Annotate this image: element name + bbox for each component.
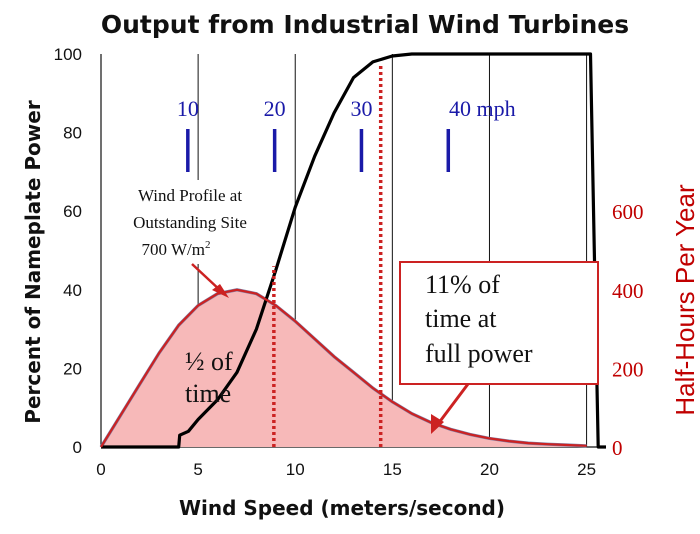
annotation-full-line3: full power [425,339,533,368]
x-tick-label-5: 25 [577,460,596,479]
y2-tick-label-3: 600 [612,200,644,224]
x-tick-label-1: 5 [193,460,202,479]
series-0-line [101,52,606,449]
y-tick-label-5: 100 [54,45,82,64]
full-power-annotation: 11% of time at full power [399,261,599,434]
half-time-annotation: ½ of time [185,347,233,408]
annotation-superscript: 2 [205,239,211,251]
annotation-profile-line3: 700 W/m2 [142,239,211,259]
annotation-full-line1: 11% of [425,270,500,299]
y-tick-label-3: 60 [63,202,82,221]
annotation-full-line2: time at [425,304,497,333]
x-tick-label-4: 20 [480,460,499,479]
annotation-half-line2: time [185,379,231,408]
annotation-arrowhead-full [431,414,444,434]
series-1-area [101,289,587,447]
mph-label-2: 30 [350,96,372,121]
x-axis-label: Wind Speed (meters/second) [179,496,505,520]
wind-profile-annotation: Wind Profile at Outstanding Site 700 W/m… [108,180,266,298]
y2-tick-label-2: 400 [612,279,644,303]
mph-label-3: 40 mph [449,96,516,121]
y-axis-label: Percent of Nameplate Power [21,100,45,424]
annotation-arrow-full [436,383,470,425]
annotation-half-line1: ½ of [185,347,233,376]
x-tick-label-3: 15 [383,460,402,479]
full-power-box [399,261,599,385]
mph-markers: 10 20 30 40 mph [177,96,516,172]
mph-label-0: 10 [177,96,199,121]
series-1-line [100,288,587,448]
mph-label-1: 20 [264,96,286,121]
y2-tick-label-1: 200 [612,357,644,381]
y2-axis-label: Half-Hours Per Year [670,184,700,416]
x-tick-label-0: 0 [96,460,105,479]
y-tick-label-4: 80 [63,124,82,143]
chart-title: Output from Industrial Wind Turbines [101,10,629,39]
annotation-profile-text: 700 W/m [142,240,205,259]
dotted-markers [272,65,383,447]
annotation-background [108,180,266,264]
y-tick-label-0: 0 [73,438,82,457]
y-tick-label-2: 40 [63,281,82,300]
series-lines [100,52,606,449]
annotation-arrowhead-profile [212,284,229,298]
y-tick-label-1: 20 [63,359,82,378]
x-tick-label-2: 10 [286,460,305,479]
y2-tick-label-0: 0 [612,436,623,460]
annotation-profile-line1: Wind Profile at [138,186,242,205]
annotation-profile-line2: Outstanding Site [133,213,247,232]
tick-labels: 0 5 10 15 20 25 0 20 40 60 80 100 0 200 400 600 [54,45,644,479]
